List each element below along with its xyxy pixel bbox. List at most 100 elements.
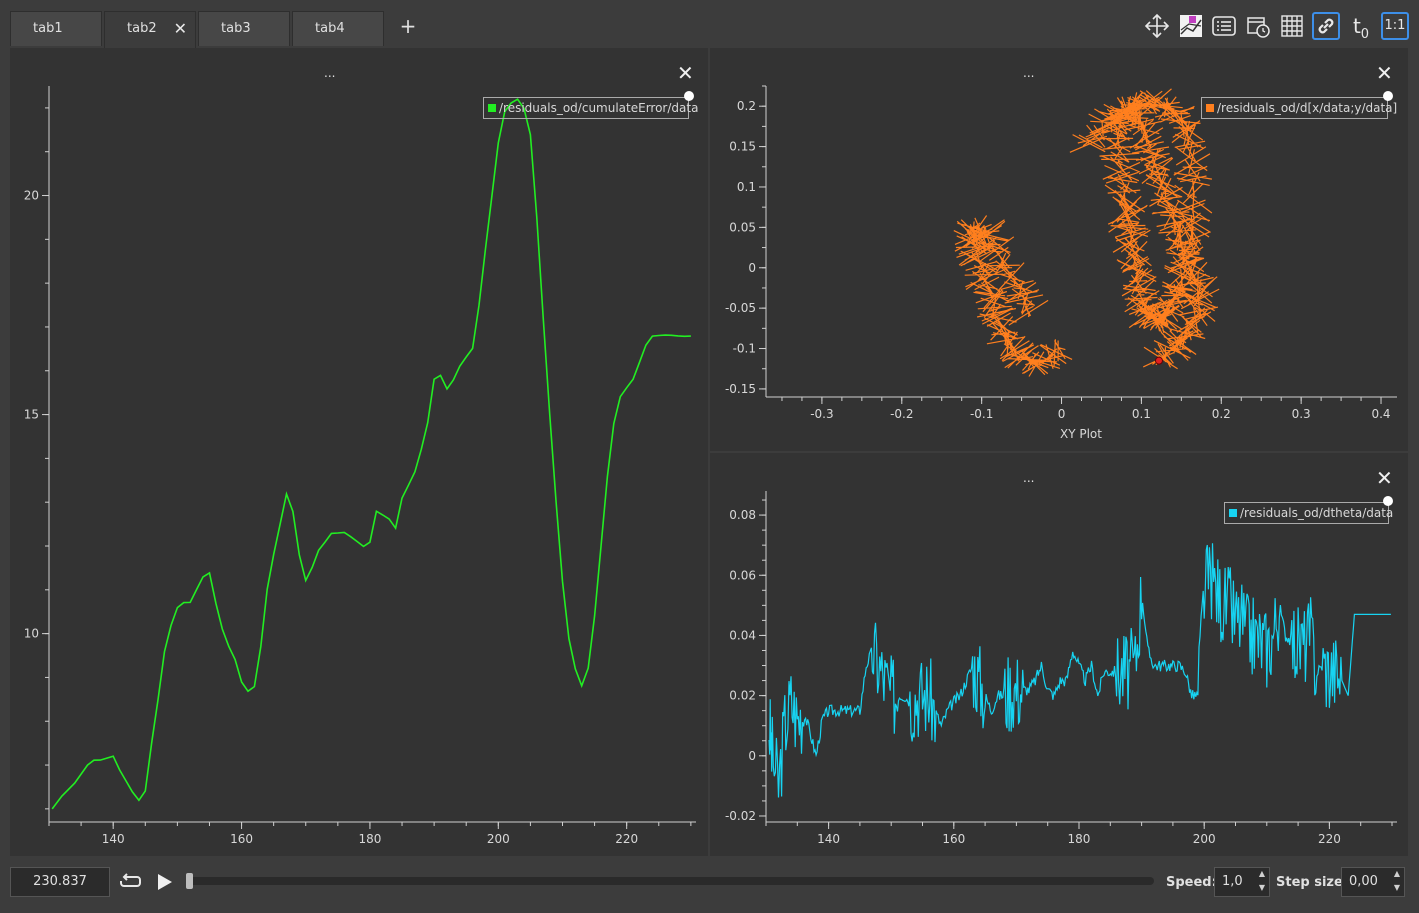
y-tick-label: 0.05 <box>729 220 756 234</box>
t0-sub: 0 <box>1360 27 1370 42</box>
cumulate-error-line <box>51 98 691 810</box>
x-tick-label: 200 <box>1193 832 1216 846</box>
x-tick-label: -0.2 <box>890 407 913 421</box>
t0-label: t <box>1352 14 1361 38</box>
x-tick-label: 0 <box>1058 407 1066 421</box>
playback-bar: 230.837 Speed: 1,0 ▲ ▼ Step size: 0,00 ▲… <box>0 858 1419 913</box>
panel-title: ... <box>324 66 336 80</box>
dtheta-chart[interactable]: 140 160 180 200 220 -0.02 0 0.02 0.04 0.06 0.08 <box>710 453 1408 856</box>
tab-tab4[interactable]: tab4 <box>292 11 384 46</box>
legend-swatch <box>488 104 496 112</box>
dtheta-plot-panel[interactable]: ... ✕ 140 160 180 200 220 -0.02 0 0.02 0.04 0.06 0… <box>710 453 1408 856</box>
tab-tab2[interactable]: tab2 ✕ <box>104 11 196 48</box>
tab-label: tab1 <box>33 21 63 36</box>
list-icon[interactable] <box>1210 12 1238 40</box>
y-tick-label: 0.2 <box>737 99 756 113</box>
ratio-icon[interactable]: 1:1 <box>1381 12 1409 40</box>
speed-down-icon[interactable]: ▼ <box>1258 883 1266 892</box>
y-tick-label: 20 <box>24 189 39 203</box>
y-tick-label: 10 <box>24 627 39 641</box>
legend-handle[interactable] <box>1383 496 1393 506</box>
x-tick-label: 160 <box>942 832 965 846</box>
step-up-icon[interactable]: ▲ <box>1393 869 1401 878</box>
legend-handle[interactable] <box>1383 91 1393 101</box>
y-tick-label: 0 <box>748 749 756 763</box>
ratio-label: 1:1 <box>1384 18 1406 33</box>
tab-label: tab4 <box>315 21 345 36</box>
cumulate-error-chart[interactable]: 140 160 180 200 220 10 15 20 <box>10 48 708 856</box>
time-slider-handle[interactable] <box>186 873 193 889</box>
y-tick-label: 0.04 <box>729 628 756 642</box>
play-icon[interactable] <box>155 872 175 896</box>
legend[interactable]: /residuals_od/cumulateError/data <box>483 97 698 119</box>
speed-label: Speed: <box>1166 875 1217 890</box>
y-tick-label: -0.02 <box>725 809 756 823</box>
x-tick-label: -0.1 <box>970 407 993 421</box>
panel-title: ... <box>1023 66 1035 80</box>
move-icon[interactable] <box>1143 12 1171 40</box>
xy-trajectory <box>953 88 1220 377</box>
y-tick-label: 0.06 <box>729 568 756 582</box>
legend[interactable]: /residuals_od/d[x/data;y/data] <box>1201 97 1397 119</box>
x-tick-label: -0.3 <box>810 407 833 421</box>
y-tick-label: -0.15 <box>725 382 756 396</box>
x-tick-label: 140 <box>817 832 840 846</box>
y-tick-label: 15 <box>24 408 39 422</box>
legend-label: /residuals_od/d[x/data;y/data] <box>1217 101 1398 115</box>
xy-chart[interactable]: -0.3 -0.2 -0.1 0 0.1 0.2 0.3 0.4 -0.15 -0.1 -0.05 0… <box>710 48 1408 451</box>
time-display[interactable]: 230.837 <box>10 867 110 897</box>
speed-up-icon[interactable]: ▲ <box>1258 869 1266 878</box>
close-tab-icon[interactable]: ✕ <box>173 19 187 38</box>
xy-plot-panel[interactable]: ... ✕ -0.3 -0.2 -0.1 0 0.1 0.2 0.3 0.4 -0.15 -0.1… <box>710 48 1408 451</box>
legend-label: /residuals_od/cumulateError/data <box>499 101 699 115</box>
legend[interactable]: /residuals_od/dtheta/data <box>1224 502 1393 524</box>
x-tick-label: 160 <box>230 832 253 846</box>
calendar-clock-icon[interactable] <box>1244 12 1272 40</box>
dtheta-line <box>768 543 1391 798</box>
legend-swatch <box>1229 509 1237 517</box>
x-tick-label: 180 <box>358 832 381 846</box>
tab-label: tab2 <box>127 21 157 36</box>
y-tick-label: 0.02 <box>729 689 756 703</box>
y-tick-label: -0.1 <box>733 342 756 356</box>
step-size-label: Step size: <box>1276 875 1349 890</box>
x-tick-label: 0.2 <box>1212 407 1231 421</box>
time-slider-track[interactable] <box>186 877 1154 885</box>
x-tick-label: 220 <box>1318 832 1341 846</box>
panel-title: ... <box>1023 471 1035 485</box>
time-offset-icon[interactable]: t0 <box>1347 12 1375 42</box>
current-position-marker <box>1154 356 1163 365</box>
legend-label: /residuals_od/dtheta/data <box>1240 506 1394 520</box>
legend-handle[interactable] <box>684 91 694 101</box>
step-down-icon[interactable]: ▼ <box>1393 883 1401 892</box>
close-panel-icon[interactable]: ✕ <box>1376 61 1393 85</box>
tab-tab3[interactable]: tab3 <box>198 11 290 46</box>
loop-icon[interactable] <box>118 872 142 896</box>
grid-icon[interactable] <box>1278 12 1306 40</box>
x-tick-label: 200 <box>487 832 510 846</box>
add-tab-button[interactable]: + <box>399 14 417 38</box>
link-icon[interactable] <box>1312 12 1340 40</box>
x-tick-label: 220 <box>615 832 638 846</box>
y-tick-label: 0 <box>748 261 756 275</box>
y-tick-label: 0.1 <box>737 180 756 194</box>
legend-toggle-icon[interactable] <box>1177 12 1205 40</box>
x-tick-label: 0.1 <box>1132 407 1151 421</box>
y-tick-label: 0.15 <box>729 140 756 154</box>
x-tick-label: 0.4 <box>1371 407 1390 421</box>
tab-label: tab3 <box>221 21 251 36</box>
close-panel-icon[interactable]: ✕ <box>677 61 694 85</box>
left-plot-panel[interactable]: ... ✕ 140 160 180 200 220 10 15 20 /residuals_o… <box>10 48 708 856</box>
tab-tab1[interactable]: tab1 <box>10 11 102 46</box>
speed-input[interactable]: 1,0 <box>1214 867 1270 897</box>
x-axis-label: XY Plot <box>1060 427 1102 441</box>
step-size-input[interactable]: 0,00 <box>1341 867 1405 897</box>
x-tick-label: 140 <box>102 832 125 846</box>
close-panel-icon[interactable]: ✕ <box>1376 466 1393 490</box>
y-tick-label: -0.05 <box>725 301 756 315</box>
x-tick-label: 0.3 <box>1292 407 1311 421</box>
tab-bar: tab1 tab2 ✕ tab3 tab4 + t0 1:1 <box>0 0 1419 48</box>
x-tick-label: 180 <box>1068 832 1091 846</box>
y-tick-label: 0.08 <box>729 508 756 522</box>
legend-swatch <box>1206 104 1214 112</box>
